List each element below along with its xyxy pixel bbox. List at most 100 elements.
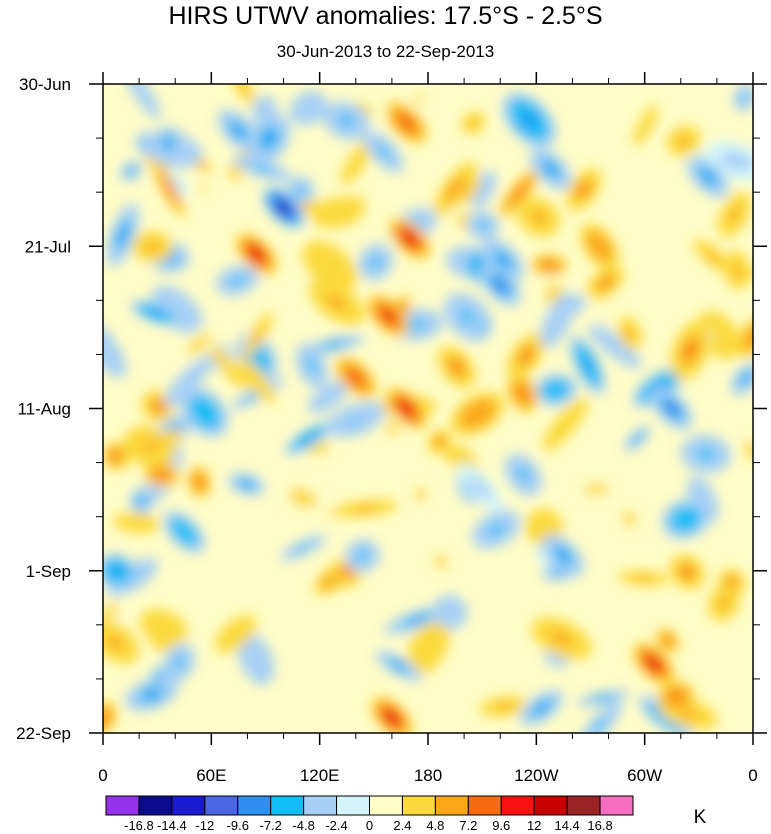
anomaly-feature [529, 148, 572, 190]
anomaly-feature [385, 101, 428, 144]
anomaly-blob [228, 472, 266, 496]
colorbar-label: -12 [195, 818, 214, 833]
anomaly-blob [507, 374, 539, 413]
anomaly-blob [151, 285, 203, 334]
colorbar-label: 12 [527, 818, 541, 833]
anomaly-blob [295, 343, 328, 389]
anomaly-blob [193, 180, 215, 196]
y-tick-label: 21-Jul [25, 237, 71, 256]
anomaly-blob [238, 358, 276, 404]
anomaly-blob [576, 690, 630, 706]
anomaly-blob [530, 254, 568, 277]
anomaly-feature [262, 186, 305, 229]
anomaly-blob [103, 320, 127, 378]
colorbar-swatch [270, 795, 305, 816]
anomaly-blob [461, 111, 486, 135]
anomaly-blob [576, 701, 623, 733]
anomaly-blob [237, 632, 275, 686]
anomaly-feature [389, 217, 431, 260]
anomaly-blob [472, 510, 521, 549]
anomaly-blob [103, 553, 137, 590]
anomaly-feature [542, 534, 585, 577]
anomaly-blob [479, 696, 532, 717]
anomaly-blob [632, 366, 686, 408]
anomaly-blob [289, 90, 327, 126]
anomaly-blob [152, 126, 184, 159]
anomaly-blob [533, 373, 578, 406]
colorbar: -16.8 -14.4 -12 -9.6 -7.2 -4.8 -2.4 0 2.4 4.8 7.2 9… [105, 795, 707, 833]
plot-area [103, 84, 753, 733]
anomaly-feature [163, 511, 206, 553]
colorbar-swatch [237, 795, 272, 816]
anomaly-blob [669, 554, 705, 590]
anomaly-blob [504, 453, 543, 496]
anomaly-blob [103, 588, 130, 643]
anomaly-blob [565, 168, 602, 211]
anomaly-blob [332, 499, 399, 518]
anomaly-blob [129, 488, 154, 515]
x-tick-label: 60E [196, 766, 226, 785]
anomaly-blob [358, 244, 394, 281]
anomaly-blob [378, 414, 408, 443]
anomaly-blob [531, 617, 592, 660]
y-tick-label: 1-Sep [26, 562, 71, 581]
anomaly-blob [342, 410, 368, 434]
anomaly-blob [274, 476, 331, 519]
anomaly-blob [285, 421, 332, 456]
anomaly-blob [407, 89, 430, 109]
anomaly-feature [687, 155, 729, 198]
anomaly-blob [693, 239, 733, 274]
anomaly-blob [519, 689, 564, 726]
colorbar-swatch [138, 795, 173, 816]
anomaly-blob [130, 300, 182, 327]
x-tick-label: 120E [300, 766, 340, 785]
anomaly-blob [617, 316, 643, 351]
anomaly-blob [406, 618, 450, 676]
anomaly-blob [384, 605, 449, 635]
anomaly-blob [517, 197, 560, 237]
colorbar-label: -16.8 [124, 818, 154, 833]
colorbar-label: -9.6 [227, 818, 249, 833]
anomaly-blob [215, 265, 260, 296]
anomaly-blob [232, 155, 292, 182]
anomaly-blob [458, 462, 504, 513]
chart-subtitle: 30-Jun-2013 to 22-Sep-2013 [276, 42, 495, 61]
y-tick-label: 22-Sep [16, 724, 71, 743]
anomaly-feature [235, 233, 278, 275]
x-tick-label: 0 [748, 766, 757, 785]
colorbar-swatch [566, 795, 601, 816]
colorbar-label: 0 [366, 818, 373, 833]
anomaly-blob [569, 335, 606, 395]
anomaly-blob [717, 192, 751, 238]
anomaly-blob [666, 125, 701, 157]
anomaly-blob [302, 240, 358, 291]
anomaly-blob [434, 161, 478, 217]
anomaly-blob [733, 84, 753, 112]
colorbar-label: 2.4 [393, 818, 411, 833]
colorbar-swatch [369, 795, 403, 816]
colorbar-label: -2.4 [325, 818, 347, 833]
anomaly-blob [106, 203, 140, 267]
anomaly-blob [103, 621, 139, 664]
anomaly-blob [427, 429, 452, 455]
anomaly-blob [586, 266, 625, 299]
anomaly-feature [367, 294, 410, 337]
chart-title: HIRS UTWV anomalies: 17.5°S - 2.5°S [168, 2, 603, 30]
anomaly-feature [371, 696, 413, 733]
anomaly-blob [323, 101, 371, 140]
anomaly-blob [680, 434, 732, 474]
anomaly-blob [407, 480, 434, 509]
colorbar-swatch [303, 795, 338, 816]
anomaly-blob [670, 320, 711, 381]
anomaly-feature [217, 109, 260, 152]
anomaly-blob [482, 238, 525, 282]
colorbar-swatch [434, 795, 469, 816]
colorbar-label: -14.4 [157, 818, 187, 833]
anomaly-blob [215, 615, 257, 654]
anomaly-blob [175, 321, 223, 366]
anomaly-blob [433, 594, 468, 630]
colorbar-label: -4.8 [292, 818, 314, 833]
anomaly-blob [437, 345, 476, 389]
colorbar-unit: K [694, 807, 707, 828]
